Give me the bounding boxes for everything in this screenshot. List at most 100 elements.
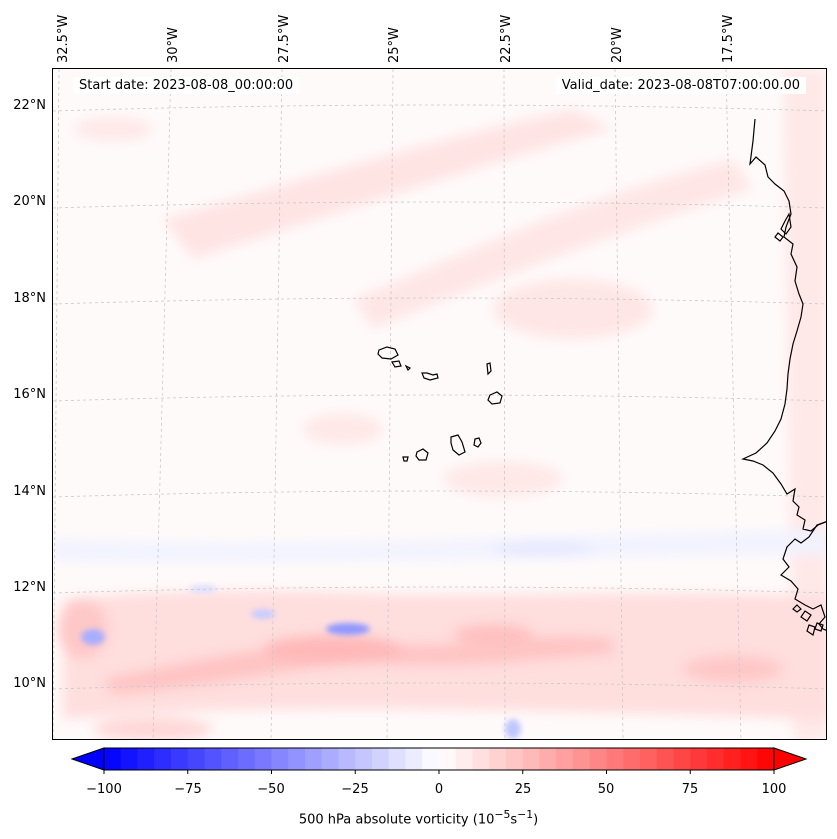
vorticity-band: [783, 69, 826, 739]
vorticity-patch: [683, 655, 783, 683]
meridian: [503, 69, 506, 739]
parallel: [53, 586, 826, 594]
colorbar-max-extension: [773, 747, 808, 771]
island-sal: [486, 362, 492, 376]
colorbar-segment: [137, 748, 155, 770]
colorbar-segment: [455, 748, 473, 770]
colorbar-segment: [254, 748, 272, 770]
parallel: [53, 490, 826, 498]
vorticity-patch: [453, 624, 533, 644]
island-santo-antao: [377, 346, 399, 360]
colorbar-segment: [238, 748, 256, 770]
colorbar-segment: [673, 748, 691, 770]
africa-coastline-south: [780, 521, 826, 631]
parallel: [53, 104, 826, 112]
colorbar-segment: [422, 748, 440, 770]
island-brava: [402, 456, 409, 462]
colorbar-segment: [539, 748, 557, 770]
meridian: [152, 69, 172, 739]
vorticity-negative-field: [53, 529, 826, 562]
colorbar-segment: [204, 748, 222, 770]
vorticity-positive-field: [73, 69, 826, 739]
colorbar-segment: [187, 748, 205, 770]
colorbar-segment: [623, 748, 641, 770]
island-santa-luzia: [404, 364, 412, 372]
colorbar-segment: [506, 748, 524, 770]
vorticity-cell: [81, 629, 105, 645]
colorbar-label-suffix: ): [533, 812, 539, 828]
colorbar-tick-label: 75: [681, 782, 699, 797]
longitude-label: 27.5°W: [277, 14, 292, 63]
colorbar-segment: [740, 748, 758, 770]
colorbar-label-prefix: 500 hPa absolute vorticity (10: [298, 812, 495, 828]
island-fogo: [415, 448, 429, 461]
island-sao-vicente: [391, 360, 402, 368]
colorbar-segments: [104, 748, 775, 770]
colorbar-tickmarks: [103, 770, 775, 774]
colorbar-segment: [372, 748, 390, 770]
colorbar-min-extension: [70, 747, 105, 771]
meridian: [614, 69, 624, 739]
coast-islet: [814, 622, 824, 632]
colorbar-segment: [271, 748, 289, 770]
meridian: [270, 69, 283, 739]
island-sao-nicolau: [421, 372, 439, 381]
island-maio: [473, 437, 482, 448]
vorticity-patch: [493, 279, 653, 339]
vorticity-negative-cells: [81, 585, 521, 739]
vorticity-map: [53, 69, 826, 739]
colorbar-tick-label: −100: [86, 782, 122, 797]
coast-islet: [800, 610, 812, 622]
vorticity-patch: [303, 413, 383, 445]
colorbar-segment: [707, 748, 725, 770]
vorticity-cell: [326, 623, 370, 635]
meridian: [386, 69, 394, 739]
coastline: [741, 118, 826, 636]
valid-date-label: Valid_date: 2023-08-08T07:00:00.00: [555, 77, 806, 94]
africa-coastline: [741, 118, 826, 532]
colorbar-segment: [338, 748, 356, 770]
latitude-label: 22°N: [13, 98, 46, 113]
vorticity-band: [103, 636, 613, 694]
coast-islet: [806, 624, 816, 636]
colorbar-segment: [723, 748, 741, 770]
parallel: [53, 297, 826, 305]
cape-verde-islands: [377, 346, 503, 462]
colorbar-tick-label: −50: [257, 782, 285, 797]
vorticity-patch: [93, 717, 213, 739]
vorticity-band: [353, 159, 753, 329]
colorbar-segment: [154, 748, 172, 770]
colorbar-label-unit: s: [510, 812, 518, 828]
colorbar-segment: [522, 748, 540, 770]
colorbar-segment: [171, 748, 189, 770]
colorbar-segment: [221, 748, 239, 770]
colorbar-segment: [656, 748, 674, 770]
longitude-label: 25°W: [387, 27, 402, 63]
coast-islet: [792, 604, 802, 613]
vorticity-strong-band: [58, 590, 826, 739]
colorbar-outline: [103, 747, 775, 771]
parallel: [53, 201, 826, 209]
colorbar-segment: [640, 748, 658, 770]
coast-islet: [774, 232, 784, 242]
start-date-label: Start date: 2023-08-08_00:00:00: [73, 77, 300, 94]
colorbar-segment: [690, 748, 708, 770]
colorbar-segment: [388, 748, 406, 770]
graticule: [53, 69, 826, 739]
colorbar-segment: [120, 748, 138, 770]
parallel: [53, 394, 826, 402]
latitude-label: 18°N: [13, 291, 46, 306]
vorticity-band: [53, 529, 826, 562]
colorbar-segment: [489, 748, 507, 770]
colorbar-segment: [405, 748, 423, 770]
vorticity-patch: [263, 635, 403, 663]
colorbar-label: 500 hPa absolute vorticity (10−5s−1): [0, 808, 837, 827]
colorbar-segment: [573, 748, 591, 770]
colorbar-segment: [472, 748, 490, 770]
latitude-label: 12°N: [13, 580, 46, 595]
latitude-label: 10°N: [13, 676, 46, 691]
colorbar-segment: [589, 748, 607, 770]
colorbar-segment: [556, 748, 574, 770]
longitude-label: 22.5°W: [499, 14, 514, 63]
latitude-label: 20°N: [13, 194, 46, 209]
